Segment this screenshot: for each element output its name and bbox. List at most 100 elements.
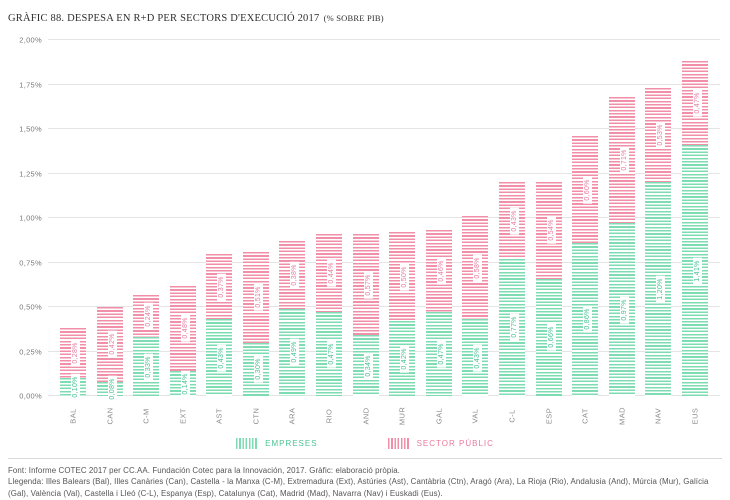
bar-value-label: 1,41% bbox=[686, 256, 704, 285]
bar-value-label: 0,33% bbox=[137, 352, 155, 381]
bar-segment-sector-public-ESP: 0,54% bbox=[535, 182, 562, 279]
bar-value-label: 0,42% bbox=[101, 330, 119, 359]
bar-EUS: 0,47% 1,41% bbox=[681, 40, 708, 396]
bar-segment-sector-public-ARA: 0,38% bbox=[279, 241, 306, 309]
bar-value-label: 0,44% bbox=[320, 259, 338, 287]
gridline bbox=[48, 395, 720, 396]
bar-value-label: 0,53% bbox=[649, 121, 667, 149]
x-axis-label-EXT: EXT bbox=[178, 408, 188, 424]
bar-segment-sector-public-EXT: 0,48% bbox=[169, 285, 196, 372]
bar-value-label: 0,58% bbox=[466, 254, 484, 282]
bar-value-label: 0,34% bbox=[357, 352, 375, 380]
bar-ARA: 0,38% 0,49% bbox=[279, 40, 306, 396]
y-axis-tick: 1,75% bbox=[19, 80, 42, 89]
bar-segment-sector-public-MUR: 0,50% bbox=[389, 232, 416, 322]
y-axis-tick: 0,75% bbox=[19, 258, 42, 267]
bar-segment-empreses-GAL: 0,47% bbox=[425, 312, 452, 396]
bar-segment-empreses-ARA: 0,49% bbox=[279, 308, 306, 396]
bar-value-label: 0,77% bbox=[503, 313, 521, 342]
bar-value-label: 1,20% bbox=[649, 275, 667, 303]
bar-segment-empreses-CAT: 0,86% bbox=[572, 242, 599, 396]
bar-segment-empreses-MUR: 0,42% bbox=[389, 321, 416, 396]
x-axis-label-RIO: RIO bbox=[324, 408, 334, 424]
x-axis-label-C-L: C-L bbox=[507, 409, 517, 423]
chart-title-main: GRÀFIC 88. DESPESA EN R+D PER SECTORS D'… bbox=[8, 13, 320, 24]
bar-value-label: 0,51% bbox=[247, 283, 265, 311]
bar-segment-empreses-VAL: 0,43% bbox=[462, 319, 489, 396]
bar-value-label: 0,46% bbox=[430, 257, 448, 286]
bar-value-label: 0,47% bbox=[430, 340, 448, 368]
bar-segment-sector-public-VAL: 0,58% bbox=[462, 216, 489, 320]
x-axis-label-CTN: CTN bbox=[251, 407, 261, 425]
bar-value-label: 0,47% bbox=[686, 89, 704, 117]
legend-label: EMPRESES bbox=[265, 439, 318, 448]
x-axis-label-NAV: NAV bbox=[653, 407, 663, 425]
bar-value-label: 0,24% bbox=[137, 302, 155, 330]
bar-segment-empreses-C-L: 0,77% bbox=[498, 258, 525, 396]
bar-MUR: 0,50% 0,42% bbox=[389, 40, 416, 396]
bar-segment-sector-public-MAD: 0,71% bbox=[608, 96, 635, 224]
x-axis-label-GAL: GAL bbox=[434, 407, 444, 425]
bar-segment-sector-public-AST: 0,37% bbox=[206, 253, 233, 320]
legend-swatch bbox=[236, 438, 259, 449]
chart-footer: Font: Informe COTEC 2017 per CC.AA. Fund… bbox=[8, 458, 722, 499]
x-axis-label-CAN: CAN bbox=[105, 407, 115, 425]
bar-value-label: 0,57% bbox=[357, 271, 375, 299]
bar-MAD: 0,71% 0,97% bbox=[608, 40, 635, 396]
bar-segment-empreses-MAD: 0,97% bbox=[608, 223, 635, 396]
bar-value-label: 0,97% bbox=[613, 295, 631, 324]
bar-AND: 0,57% 0,34% bbox=[352, 40, 379, 396]
legend-swatch bbox=[387, 438, 410, 449]
bar-value-label: 0,43% bbox=[503, 207, 521, 235]
bar-value-label: 0,38% bbox=[283, 261, 301, 289]
gridline bbox=[48, 350, 720, 352]
bar-C-L: 0,43% 0,77% bbox=[498, 40, 525, 396]
gridline bbox=[48, 217, 720, 218]
bar-segment-empreses-EUS: 1,41% bbox=[681, 145, 708, 396]
y-axis-tick: 1,00% bbox=[19, 213, 42, 223]
bar-C-M: 0,24% 0,33% bbox=[133, 40, 160, 396]
gridline bbox=[48, 306, 720, 307]
bar-segment-empreses-BAL: 0,10% bbox=[60, 373, 86, 401]
bar-segment-empreses-ESP: 0,66% bbox=[535, 278, 562, 396]
gridline bbox=[48, 83, 720, 85]
bar-segment-sector-public-CAT: 0,60% bbox=[572, 136, 599, 243]
bar-GAL: 0,46% 0,47% bbox=[425, 40, 452, 396]
bar-value-label: 0,66% bbox=[540, 323, 558, 351]
bar-value-label: 0,86% bbox=[576, 305, 594, 334]
footer-legend-line: Llegenda: Illes Balears (Bal), Illes Can… bbox=[8, 477, 709, 498]
bar-NAV: 0,53% 1,20% bbox=[645, 40, 672, 396]
gridline bbox=[48, 172, 720, 174]
bar-segment-empreses-NAV: 1,20% bbox=[645, 182, 672, 396]
legend-label: SECTOR PÚBLIC bbox=[416, 439, 494, 448]
x-axis-label-C-M: C-M bbox=[141, 408, 151, 424]
x-axis-row: BAL CAN C-M EXT AST CTN ARA RIO AND MUR GAL VAL C-L E… bbox=[48, 398, 720, 434]
bar-value-label: 0,47% bbox=[320, 340, 338, 368]
bar-segment-empreses-C-M: 0,33% bbox=[133, 337, 160, 396]
bar-ESP: 0,54% 0,66% bbox=[535, 40, 562, 396]
bar-value-label: 0,54% bbox=[540, 216, 558, 245]
bar-segment-sector-public-C-M: 0,24% bbox=[133, 294, 160, 338]
bar-value-label: 0,60% bbox=[576, 175, 594, 204]
legend-item-sector-public: SECTOR PÚBLIC bbox=[387, 438, 494, 449]
bar-AST: 0,37% 0,43% bbox=[206, 40, 233, 396]
x-axis-label-ESP: ESP bbox=[544, 407, 554, 425]
bar-segment-empreses-CAN: 0,08% bbox=[96, 375, 123, 403]
x-axis-label-MAD: MAD bbox=[617, 407, 627, 425]
bar-segment-empreses-CTN: 0,30% bbox=[242, 342, 269, 396]
gridline bbox=[48, 39, 720, 40]
bar-value-label: 0,43% bbox=[466, 344, 484, 372]
x-axis-label-MUR: MUR bbox=[397, 406, 407, 426]
bar-value-label: 0,71% bbox=[613, 146, 631, 174]
legend-item-empreses: EMPRESES bbox=[236, 438, 317, 449]
bar-value-label: 0,28% bbox=[64, 339, 82, 367]
x-axis-label-CAT: CAT bbox=[580, 408, 590, 424]
y-axis-tick: 1,25% bbox=[19, 169, 42, 178]
x-axis-label-BAL: BAL bbox=[68, 408, 78, 424]
x-axis-label-AST: AST bbox=[214, 408, 224, 424]
bar-value-label: 0,30% bbox=[247, 355, 265, 383]
bar-segment-empreses-AND: 0,34% bbox=[352, 335, 379, 396]
bar-value-label: 0,10% bbox=[64, 373, 82, 401]
bar-value-label: 0,49% bbox=[283, 338, 301, 367]
